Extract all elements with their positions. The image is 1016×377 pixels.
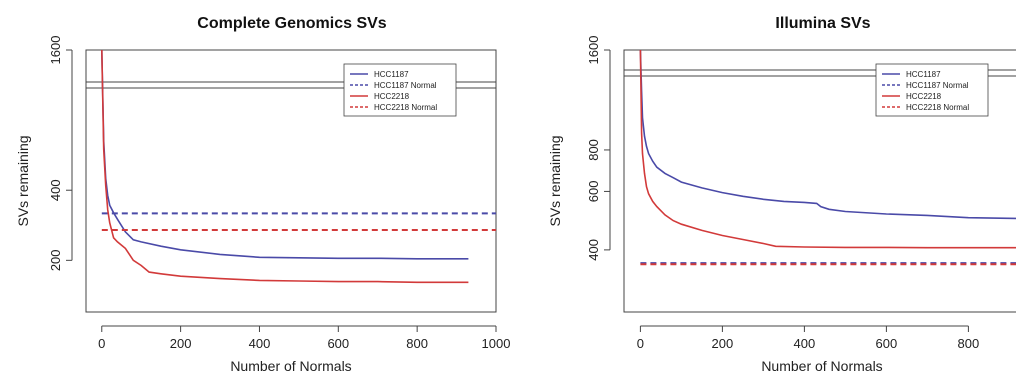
x-tick-label: 400 xyxy=(794,336,816,351)
legend-label: HCC2218 xyxy=(374,92,410,101)
x-tick-label: 600 xyxy=(327,336,349,351)
x-tick-label: 600 xyxy=(876,336,898,351)
x-tick-label: 0 xyxy=(98,336,105,351)
x-tick-label: 0 xyxy=(637,336,644,351)
legend-label: HCC2218 Normal xyxy=(374,103,437,112)
x-axis-label: Number of Normals xyxy=(230,358,351,374)
x-axis: 0 200 400 600 800 1000 xyxy=(98,325,511,351)
series-layer xyxy=(101,49,496,284)
plot-frame xyxy=(623,49,1016,313)
chart-illumina: Illumina SVs 0 200 400 600 800 400 600 800 1600… xyxy=(547,15,1016,374)
plot-frame xyxy=(85,49,497,313)
y-tick-label: 1600 xyxy=(586,36,601,65)
x-tick-label: 800 xyxy=(958,336,980,351)
y-tick-label: 400 xyxy=(48,179,63,201)
legend: HCC1187 HCC1187 Normal HCC2218 HCC2218 Norm… xyxy=(343,63,457,117)
y-axis: 200 400 1600 xyxy=(48,36,73,271)
x-tick-label: 800 xyxy=(406,336,428,351)
series-line-hcc1187 xyxy=(101,49,469,260)
y-axis: 400 600 800 1600 xyxy=(586,36,611,261)
x-tick-label: 400 xyxy=(249,336,271,351)
y-axis-label: SVs remaining xyxy=(547,135,563,226)
x-axis-label: Number of Normals xyxy=(761,358,882,374)
chart-title: Illumina SVs xyxy=(775,15,870,32)
y-tick-label: 400 xyxy=(586,239,601,261)
series-line-hcc2218 xyxy=(639,49,1016,249)
legend: HCC1187 HCC1187 Normal HCC2218 HCC2218 Norm… xyxy=(875,63,989,117)
x-tick-label: 1000 xyxy=(482,336,511,351)
chart-complete-genomics: Complete Genomics SVs 0 200 400 600 800 1000 … xyxy=(15,15,510,374)
x-tick-label: 200 xyxy=(712,336,734,351)
x-axis: 0 200 400 600 800 xyxy=(637,325,980,351)
legend-label: HCC2218 xyxy=(906,92,942,101)
legend-label: HCC1187 xyxy=(906,70,941,79)
legend-label: HCC1187 Normal xyxy=(906,81,969,90)
series-layer xyxy=(639,49,1016,266)
y-tick-label: 600 xyxy=(586,181,601,203)
y-tick-label: 200 xyxy=(48,249,63,271)
y-tick-label: 800 xyxy=(586,139,601,161)
legend-label: HCC1187 xyxy=(374,70,409,79)
chart-title: Complete Genomics SVs xyxy=(197,15,386,32)
series-line-hcc1187 xyxy=(639,49,1016,220)
y-tick-label: 1600 xyxy=(48,36,63,65)
legend-label: HCC1187 Normal xyxy=(374,81,437,90)
y-axis-label: SVs remaining xyxy=(15,135,31,226)
legend-label: HCC2218 Normal xyxy=(906,103,969,112)
series-line-hcc2218 xyxy=(101,49,469,284)
x-tick-label: 200 xyxy=(170,336,192,351)
